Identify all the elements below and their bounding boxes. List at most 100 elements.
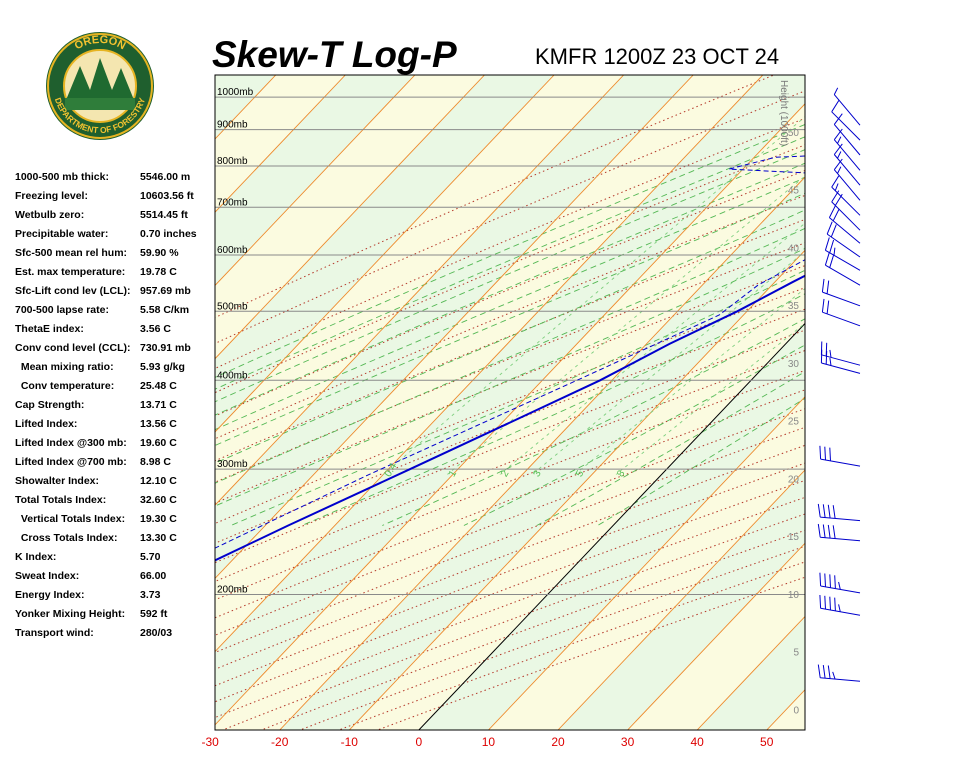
wind-barb: [831, 175, 861, 216]
plot-frame: [214, 74, 806, 731]
index-value: 957.69 mb: [140, 285, 191, 297]
isotherm: [836, 75, 960, 730]
index-value: 5.58 C/km: [140, 304, 189, 316]
index-value: 3.73: [140, 589, 161, 601]
isotherm-band: [215, 75, 805, 725]
logo-ring-edge: [47, 33, 153, 139]
index-label: Est. max temperature:: [15, 266, 125, 278]
index-label: Wetbulb zero:: [15, 209, 84, 221]
dry-adiabat: [215, 242, 805, 483]
chart-title: Skew-T Log-P: [212, 34, 457, 75]
index-value: 280/03: [140, 627, 172, 639]
y2-tick-label: 40: [788, 243, 800, 254]
mixing-ratio-label: 3: [531, 468, 544, 479]
y-tick-label: 400mb: [217, 370, 248, 381]
y2-tick-label: 0: [793, 705, 799, 716]
index-value: 25.48 C: [140, 380, 177, 392]
isotherm: [215, 75, 555, 433]
mixing-ratio-line: [383, 116, 805, 475]
index-value: 5514.45 ft: [140, 209, 188, 221]
isotherm: [279, 176, 805, 730]
index-value: 19.78 C: [140, 266, 177, 278]
wind-barb: [817, 523, 861, 542]
isotherm: [215, 75, 694, 580]
index-label: Transport wind:: [15, 627, 94, 639]
index-value: 5.93 g/kg: [140, 361, 185, 373]
wind-barb: [820, 341, 861, 366]
wind-barb: [824, 237, 861, 271]
indices-table: 1000-500 mb thick: 5546.00 m Freezing leve…: [15, 171, 197, 639]
y2-tick-label: 5: [793, 648, 799, 659]
y2-tick-label: 35: [788, 301, 800, 312]
y2-tick-label: 15: [788, 532, 800, 543]
index-value: 13.30 C: [140, 532, 177, 544]
dry-adiabat: [215, 265, 805, 504]
index-value: 10603.56 ft: [140, 190, 194, 202]
dry-adiabat: [215, 349, 805, 582]
wind-barb: [833, 143, 861, 186]
x-tick-label: 0: [416, 735, 423, 749]
moist-adiabat: [215, 149, 805, 403]
index-value: 13.56 C: [140, 418, 177, 430]
dry-adiabat: [215, 462, 805, 687]
index-value: 592 ft: [140, 608, 168, 620]
y-tick-label: 600mb: [217, 245, 248, 256]
y2-tick-label: 25: [788, 417, 800, 428]
index-label: K Index:: [15, 551, 56, 563]
x-tick-label: -30: [201, 735, 219, 749]
isotherm: [215, 75, 346, 213]
mixing-ratio-label: 2: [499, 468, 512, 479]
y-tick-label: 900mb: [217, 120, 248, 131]
dry-adiabat: [215, 169, 805, 417]
isotherm-band: [215, 103, 805, 730]
temperature-profile: [215, 274, 805, 562]
index-label: Cross Totals Index:: [15, 532, 118, 544]
index-label: Sfc-500 mean rel hum:: [15, 247, 127, 259]
x-tick-label: 30: [621, 735, 635, 749]
index-value: 13.71 C: [140, 399, 177, 411]
y-tick-label: 300mb: [217, 459, 248, 470]
isotherm: [215, 75, 764, 653]
dry-adiabat: [215, 444, 805, 670]
y2-tick-label: 10: [788, 590, 800, 601]
index-value: 8.98 C: [140, 456, 171, 468]
wind-barbs: [817, 87, 861, 682]
index-label: ThetaE index:: [15, 323, 84, 335]
isotherm: [627, 542, 805, 730]
wind-barb: [819, 445, 861, 467]
wind-barb: [821, 298, 861, 327]
plot-background: [215, 75, 960, 730]
x-tick-label: 50: [760, 735, 774, 749]
x-tick-label: 40: [690, 735, 704, 749]
index-value: 32.60 C: [140, 494, 177, 506]
wind-barb: [831, 100, 861, 141]
wind-barb: [833, 158, 861, 201]
index-label: Lifted Index:: [15, 418, 77, 430]
index-label: Cap Strength:: [15, 399, 84, 411]
logo-top-text: OREGON: [73, 34, 128, 52]
wind-barb: [821, 278, 861, 307]
wind-barb: [817, 503, 861, 522]
isotherm: [215, 75, 624, 506]
index-value: 5.70: [140, 551, 161, 563]
wind-barb: [817, 664, 861, 682]
moist-adiabat: [215, 123, 805, 378]
logo-trees: [66, 58, 134, 100]
logo-top-path: OREGON: [73, 34, 128, 52]
isotherm: [488, 396, 805, 730]
wind-barb: [819, 594, 861, 616]
isotherm: [557, 469, 805, 730]
index-label: Sfc-Lift cond lev (LCL):: [15, 285, 131, 297]
dry-adiabat: [215, 75, 776, 319]
wind-barb: [833, 87, 861, 126]
wind-barb: [820, 349, 861, 374]
index-label: Sweat Index:: [15, 570, 79, 582]
y-tick-label: 200mb: [217, 584, 248, 595]
y-tick-label: 500mb: [217, 301, 248, 312]
zero-isotherm: [418, 322, 805, 730]
index-label: Total Totals Index:: [15, 494, 106, 506]
moist-adiabat: [215, 177, 805, 431]
x-tick-label: 20: [551, 735, 565, 749]
index-label: Lifted Index @700 mb:: [15, 456, 127, 468]
wind-barb: [828, 205, 861, 244]
